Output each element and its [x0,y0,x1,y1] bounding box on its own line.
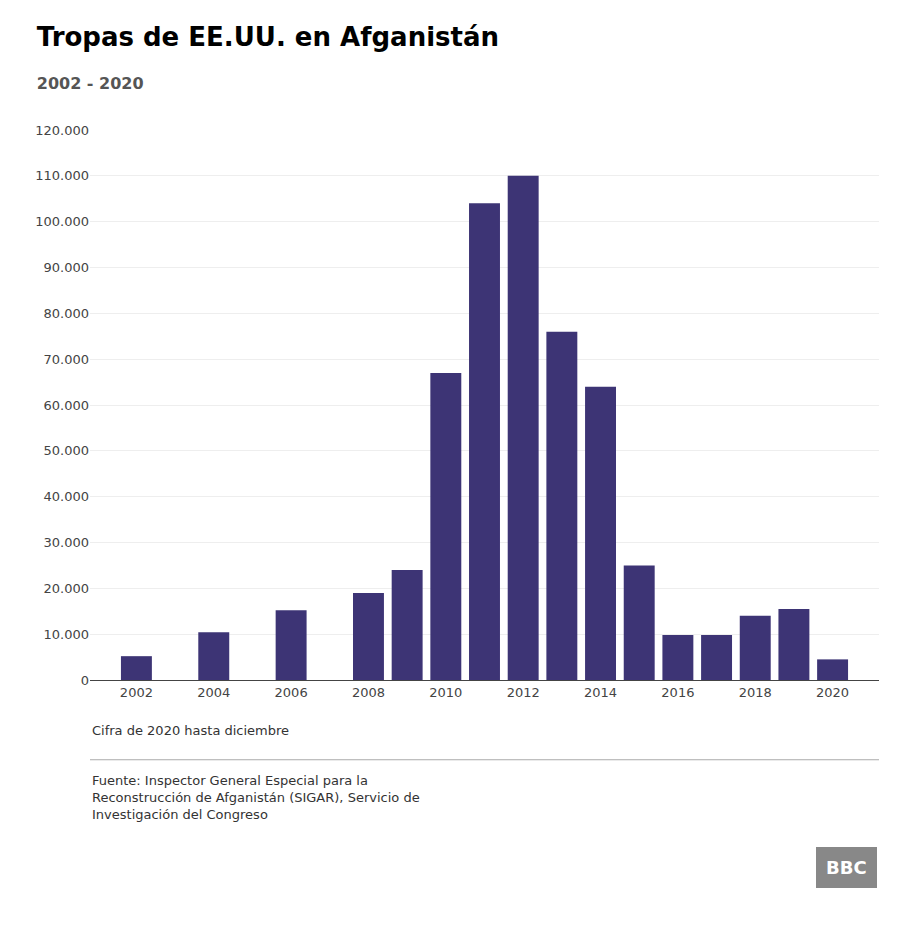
svg-text:2008: 2008 [352,685,385,700]
svg-text:2002: 2002 [120,685,153,700]
svg-text:110.000: 110.000 [35,168,89,183]
svg-text:2002 - 2020: 2002 - 2020 [37,74,144,93]
svg-text:2012: 2012 [507,685,540,700]
svg-text:2020: 2020 [816,685,849,700]
svg-text:Fuente: Inspector General Espe: Fuente: Inspector General Especial para … [92,773,420,822]
svg-text:100.000: 100.000 [35,214,89,229]
svg-text:Tropas de EE.UU. en Afganistán: Tropas de EE.UU. en Afganistán [37,22,499,52]
svg-text:2006: 2006 [275,685,308,700]
svg-text:50.000: 50.000 [44,443,90,458]
svg-text:2010: 2010 [429,685,462,700]
svg-text:Cifra de 2020 hasta diciembre: Cifra de 2020 hasta diciembre [92,723,289,738]
svg-text:2018: 2018 [739,685,772,700]
svg-text:30.000: 30.000 [44,535,90,550]
svg-text:2016: 2016 [661,685,694,700]
svg-text:90.000: 90.000 [44,260,90,275]
svg-text:2004: 2004 [197,685,230,700]
svg-text:70.000: 70.000 [44,352,90,367]
svg-text:120.000: 120.000 [35,123,89,138]
svg-text:60.000: 60.000 [44,398,90,413]
svg-text:40.000: 40.000 [44,489,90,504]
svg-text:80.000: 80.000 [44,306,90,321]
svg-text:BBC: BBC [826,857,867,878]
svg-text:2014: 2014 [584,685,617,700]
svg-text:20.000: 20.000 [44,581,90,596]
svg-text:0: 0 [81,673,89,688]
svg-text:10.000: 10.000 [44,627,90,642]
